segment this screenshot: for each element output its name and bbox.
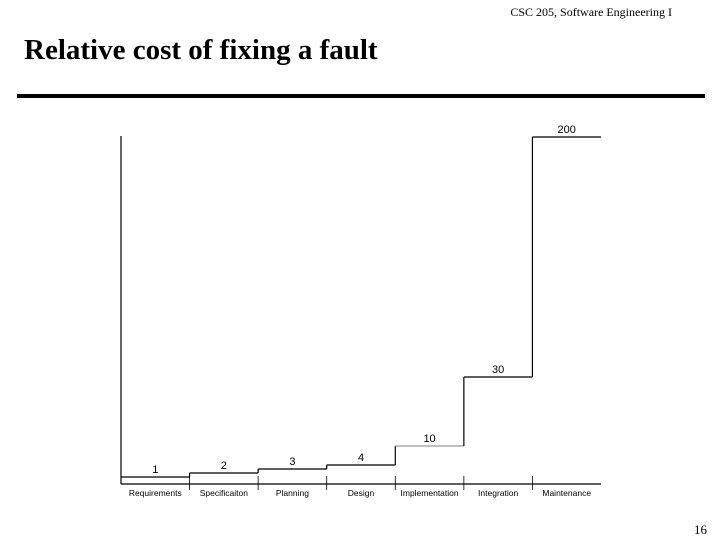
x-axis-ticks	[189, 476, 533, 490]
x-axis-tick-labels: Requirements Specificaiton Planning Design I…	[129, 488, 591, 498]
value-label-3: 3	[289, 456, 295, 468]
x-tick-label-2: Specificaiton	[200, 488, 248, 498]
x-tick-label-3: Planning	[276, 488, 309, 498]
value-labels: 1 2 3 4 10 30 200	[152, 124, 576, 476]
value-label-2: 2	[221, 460, 227, 472]
x-tick-label-6: Integration	[478, 488, 518, 498]
value-label-1: 1	[152, 464, 158, 476]
x-tick-label-4: Design	[348, 488, 375, 498]
value-label-5: 10	[423, 433, 435, 445]
slide-title: Relative cost of fixing a fault	[24, 34, 378, 66]
value-label-6: 30	[492, 364, 504, 376]
value-label-4: 4	[358, 452, 364, 464]
title-divider	[17, 94, 705, 98]
x-tick-label-7: Maintenance	[542, 488, 591, 498]
x-tick-label-1: Requirements	[129, 488, 182, 498]
course-header: CSC 205, Software Engineering I	[510, 5, 672, 19]
x-tick-label-5: Implementation	[401, 488, 459, 498]
page-number: 16	[694, 522, 707, 537]
step-series	[121, 136, 601, 478]
value-label-7: 200	[558, 124, 576, 136]
